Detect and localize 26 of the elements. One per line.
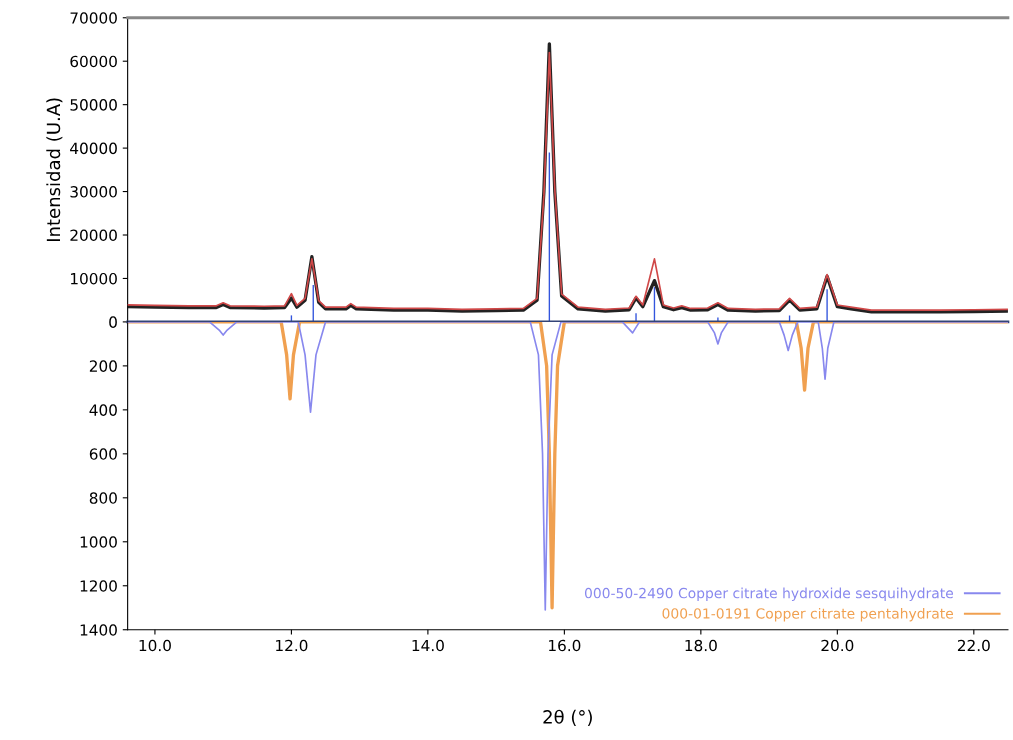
y-tick-label: 1000: [80, 536, 117, 548]
y-axis-title: Intensidad (U.A): [46, 98, 63, 242]
y-tick-label: 200: [89, 360, 117, 372]
y-tick-label: 60000: [70, 55, 117, 68]
legend-label: 000-01-0191 Copper citrate pentahydrate: [662, 607, 954, 622]
x-tick-label: 16.0: [549, 639, 581, 652]
y-tick-label: 600: [89, 448, 117, 460]
x-tick-label: 10.0: [139, 639, 171, 652]
y-tick-label: 1200: [80, 580, 117, 592]
y-tick-label: 10000: [70, 272, 117, 285]
y-tick-label: 1400: [80, 624, 117, 636]
y-tick-label: 70000: [70, 12, 117, 24]
legend-label: 000-50-2490 Copper citrate hydroxide sesquihydrate: [584, 587, 954, 602]
x-tick-label: 22.0: [957, 639, 990, 652]
x-axis-title: 2θ (°): [543, 709, 592, 726]
y-tick-label: 400: [89, 404, 117, 416]
x-tick-label: 20.0: [821, 639, 854, 652]
x-tick-label: 18.0: [685, 639, 717, 652]
y-tick-label: 40000: [70, 142, 117, 155]
y-tick-label: 50000: [70, 99, 117, 111]
y-tick-label: 800: [89, 492, 117, 504]
y-tick-label: 0: [109, 316, 117, 328]
y-tick-label: 30000: [70, 186, 117, 198]
y-tick-label: 20000: [70, 229, 117, 242]
x-tick-label: 12.0: [276, 639, 308, 652]
x-tick-label: 14.0: [412, 639, 444, 652]
